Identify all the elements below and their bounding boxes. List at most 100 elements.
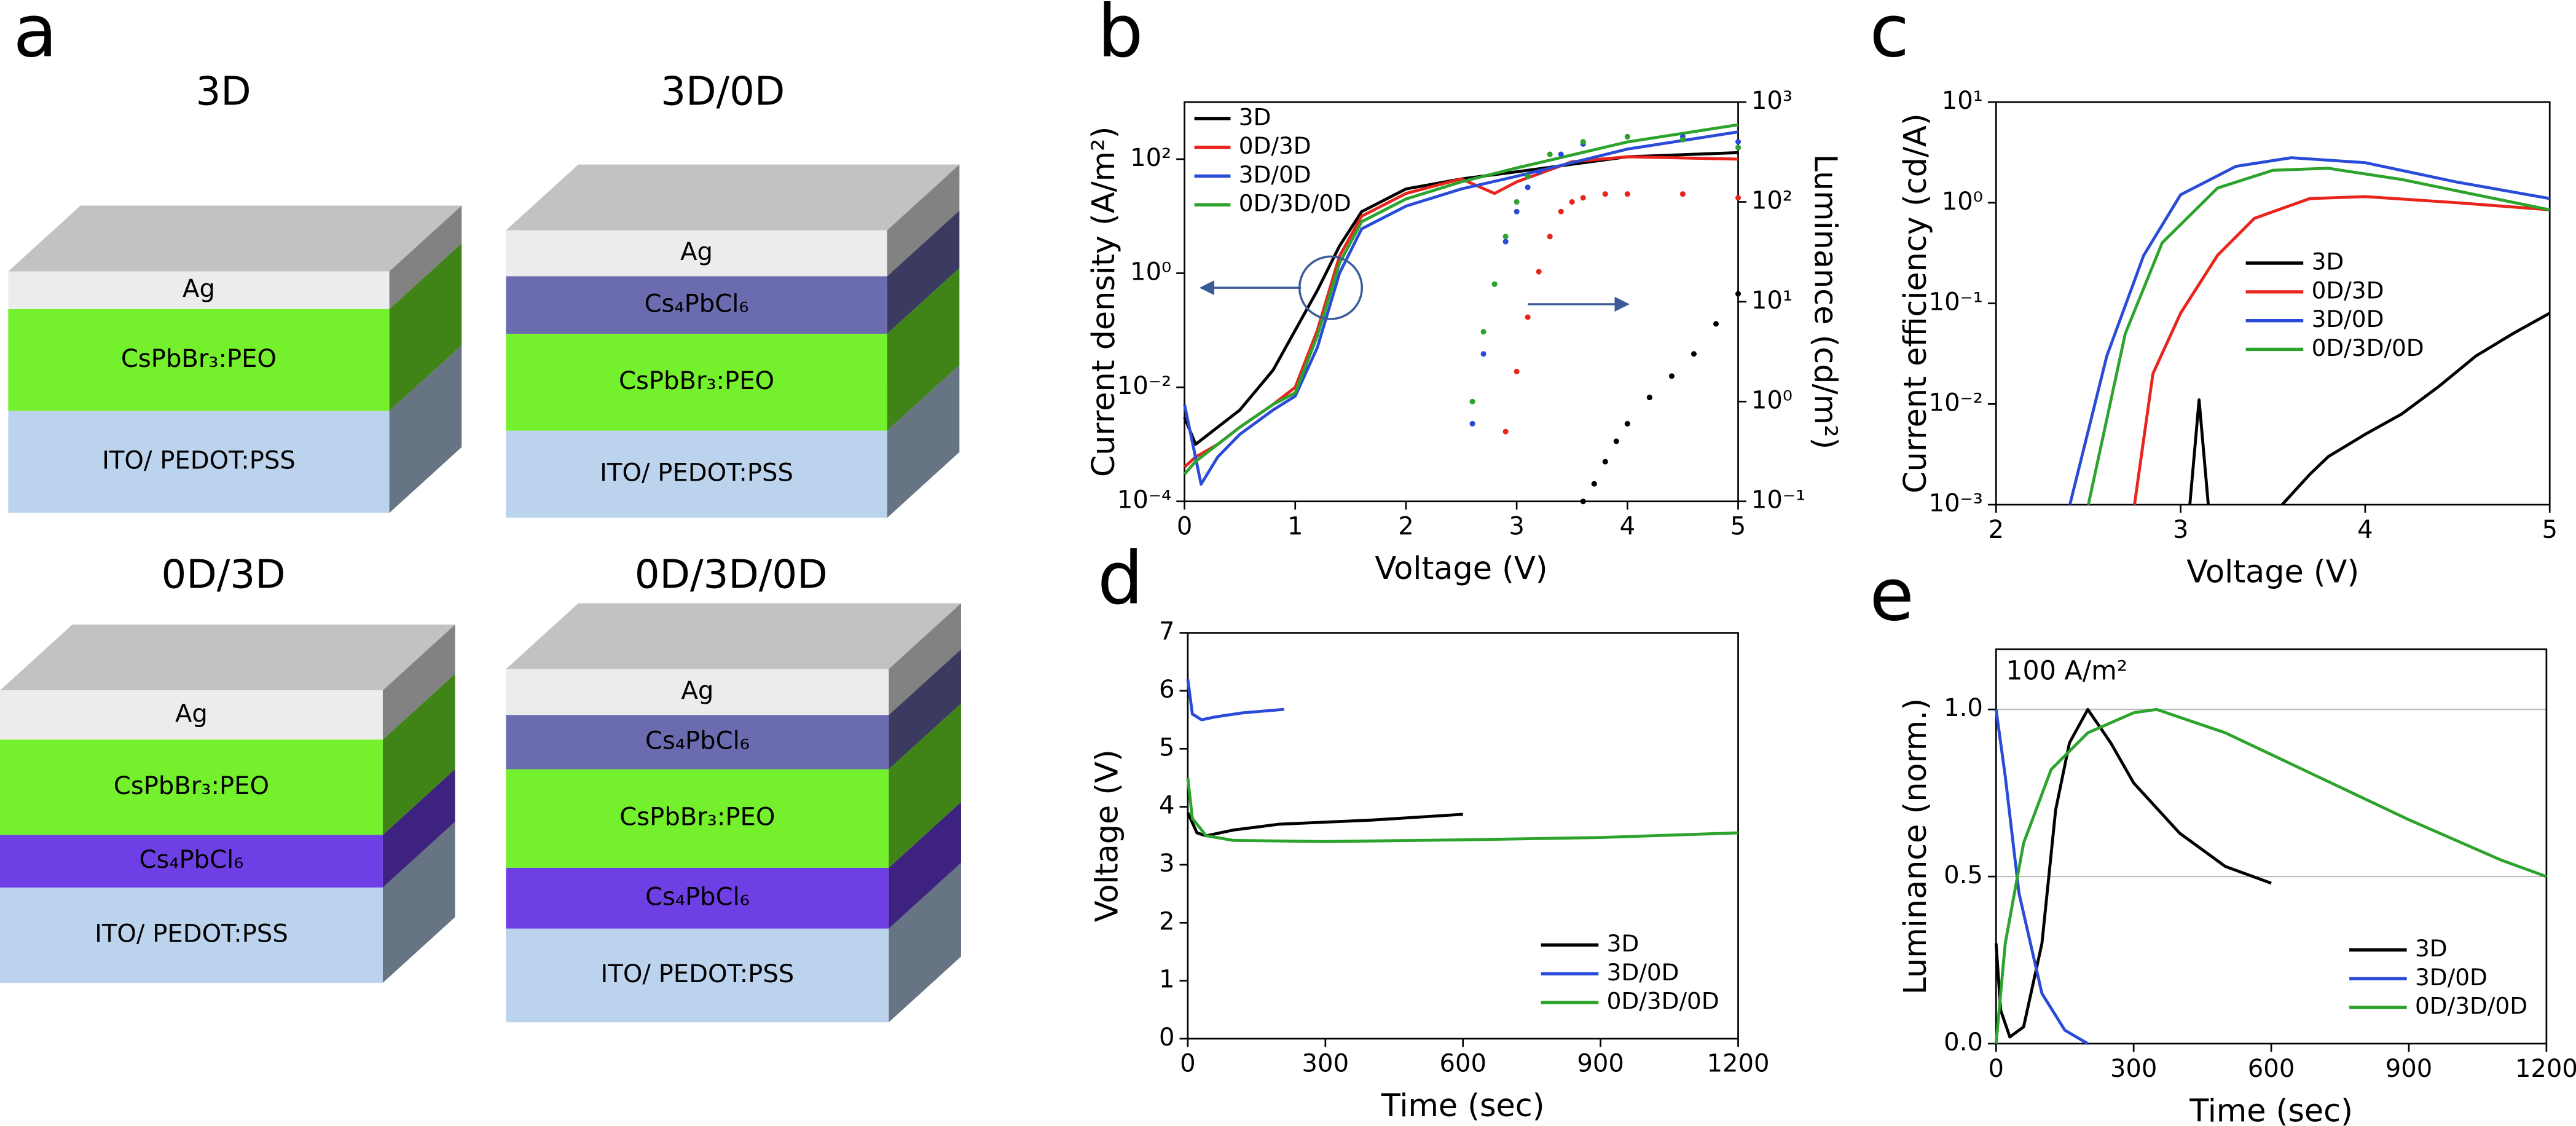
x-axis-label: Voltage (V) (2186, 553, 2359, 589)
layer-label: ITO/ PEDOT:PSS (600, 459, 793, 487)
layer-label: Cs₄PbCl₆ (645, 289, 749, 318)
stack-title: 3D (195, 68, 251, 114)
data-line (2188, 312, 2551, 506)
charts: b 0 1 2 3 4 5 10⁻⁴ 10⁻² 10⁰ 10² 10⁻¹ 10⁰ 10¹ 10² 10³ Vol… (1085, 0, 2576, 1126)
data-line (1183, 123, 1738, 476)
data-point (1525, 184, 1531, 191)
plot-frame (1995, 101, 2551, 506)
y-axis-label: Current density (A/m²) (1085, 127, 1121, 478)
layer-front (506, 867, 889, 929)
panel-label: b (1098, 0, 1144, 73)
legend-label: 3D/0D (2312, 305, 2384, 333)
data-point (1536, 169, 1542, 175)
layer-label: Ag (680, 238, 713, 266)
layer-side (389, 345, 462, 513)
y-tick-label: 0 (1159, 1023, 1175, 1052)
data-line (2087, 167, 2550, 505)
stack-title: 0D/3D (162, 551, 286, 597)
layer-front (0, 835, 383, 888)
x-tick-label: 0 (1177, 513, 1193, 541)
data-line (2133, 195, 2550, 505)
x-axis-label: Voltage (V) (1375, 550, 1548, 586)
data-point (1480, 329, 1486, 335)
y-axis-label: Current efficiency (cd/A) (1897, 113, 1933, 493)
layer-top (506, 603, 961, 669)
layer-front (0, 888, 383, 983)
layer-label: ITO/ PEDOT:PSS (95, 920, 288, 948)
legend-label: 3D (1607, 930, 1639, 957)
layer-side (382, 822, 455, 983)
y-tick-label: 5 (1159, 733, 1175, 762)
stack-title: 0D/3D/0D (635, 551, 828, 597)
layer-front (506, 928, 889, 1023)
x-tick-label: 1200 (1707, 1050, 1770, 1078)
data-point (1547, 234, 1553, 240)
data-line (1994, 709, 2089, 1045)
x-axis-label: Time (sec) (1381, 1087, 1545, 1124)
data-point (1547, 151, 1553, 157)
x-tick-label: 2 (1398, 513, 1414, 541)
layer-side (887, 364, 960, 518)
x-tick-label: 2 (1989, 516, 2005, 544)
x-tick-label: 0 (1180, 1050, 1196, 1078)
y2-tick-label: 10² (1751, 187, 1793, 215)
layer-label: Ag (183, 275, 215, 303)
data-point (1558, 151, 1564, 157)
data-point (1713, 321, 1719, 327)
y2-tick-label: 10¹ (1751, 286, 1793, 315)
layer-front (0, 739, 383, 835)
x-tick-label: 3 (2173, 516, 2189, 544)
y-tick-label: 10⁻⁴ (1117, 486, 1171, 514)
layer-side (382, 674, 455, 835)
data-point (1525, 314, 1531, 320)
y-tick-label: 10⁰ (1942, 187, 1983, 216)
layer-front (506, 276, 887, 334)
data-point (1602, 459, 1608, 465)
layer-front (506, 334, 887, 431)
legend-label: 3D (1239, 103, 1271, 130)
y2-tick-label: 10⁰ (1751, 386, 1793, 414)
layer-side (887, 268, 960, 431)
data-point (1624, 420, 1630, 427)
x-tick-label: 900 (2386, 1055, 2433, 1083)
layer-side (889, 603, 961, 715)
layer-front (506, 715, 889, 770)
y-tick-label: 10⁰ (1130, 258, 1171, 286)
data-point (1469, 420, 1475, 427)
layer-top (506, 164, 960, 230)
plot-frame (1187, 632, 1739, 1040)
legend-label: 0D/3D/0D (1607, 988, 1719, 1015)
y-tick-label: 1 (1159, 966, 1175, 994)
layer-side (382, 769, 455, 888)
layer-label: CsPbBr₃:PEO (619, 803, 775, 832)
layer-front (8, 271, 390, 309)
data-point (1469, 398, 1475, 404)
data-point (1668, 373, 1675, 379)
y-tick-label: 10⁻² (1117, 372, 1171, 400)
data-line (1183, 130, 1738, 486)
y-tick-label: 4 (1159, 792, 1175, 820)
layer-label: Cs₄PbCl₆ (139, 846, 244, 874)
data-point (1646, 395, 1652, 401)
x-tick-label: 600 (1439, 1050, 1486, 1078)
data-point (1514, 208, 1520, 215)
data-point (1514, 199, 1520, 205)
legend-label: 3D/0D (2415, 964, 2488, 991)
data-point (1679, 191, 1686, 197)
plot-frame (1995, 648, 2548, 1045)
panel-label: e (1869, 553, 1914, 637)
y-tick-label: 0.5 (1944, 861, 1983, 889)
data-line (1186, 778, 1738, 843)
layer-label: ITO/ PEDOT:PSS (601, 960, 795, 988)
data-point (1690, 351, 1697, 357)
legend-label: 3D (2415, 935, 2448, 962)
layer-side (389, 243, 462, 411)
data-line (1186, 812, 1463, 838)
x-tick-label: 1 (1287, 513, 1303, 541)
data-point (1624, 191, 1630, 197)
panel-label: a (13, 0, 57, 73)
x-tick-label: 5 (2542, 516, 2558, 544)
data-point (1502, 234, 1509, 240)
data-point (1514, 368, 1520, 374)
